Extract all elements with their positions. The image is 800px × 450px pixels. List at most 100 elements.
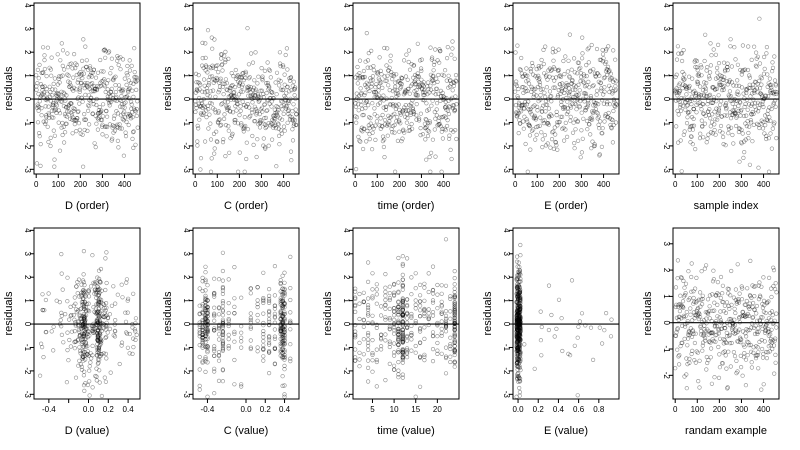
data-point bbox=[223, 154, 228, 159]
data-point bbox=[280, 335, 285, 340]
data-point bbox=[546, 283, 552, 288]
data-point bbox=[50, 87, 55, 92]
data-point bbox=[452, 326, 457, 332]
data-point bbox=[229, 92, 234, 97]
data-point bbox=[554, 143, 559, 148]
y-tick-label: -3 bbox=[502, 166, 511, 174]
data-point bbox=[217, 117, 222, 122]
data-point bbox=[80, 351, 86, 356]
data-point bbox=[765, 111, 770, 117]
data-point bbox=[200, 105, 205, 110]
data-point bbox=[429, 57, 434, 62]
data-point bbox=[43, 104, 48, 109]
data-point bbox=[205, 298, 210, 303]
data-point bbox=[255, 285, 260, 290]
data-point bbox=[721, 142, 726, 147]
data-point bbox=[608, 76, 613, 81]
data-point bbox=[700, 101, 705, 107]
data-point bbox=[737, 291, 742, 296]
data-point bbox=[735, 89, 740, 94]
data-point bbox=[278, 313, 283, 318]
data-point bbox=[132, 108, 138, 113]
data-point bbox=[129, 110, 135, 115]
data-point bbox=[382, 45, 387, 51]
data-point bbox=[89, 356, 94, 361]
data-point bbox=[418, 126, 423, 131]
data-point bbox=[426, 315, 431, 320]
data-point bbox=[367, 126, 372, 131]
data-point bbox=[76, 71, 82, 76]
data-point bbox=[429, 103, 434, 108]
data-point bbox=[232, 331, 237, 336]
data-point bbox=[39, 345, 45, 350]
data-point bbox=[250, 60, 256, 65]
data-point bbox=[516, 358, 521, 363]
data-point bbox=[100, 122, 105, 127]
data-point bbox=[66, 79, 71, 84]
data-point bbox=[282, 334, 287, 339]
data-point bbox=[564, 134, 570, 139]
data-point bbox=[280, 341, 285, 346]
data-point bbox=[708, 124, 713, 129]
data-point bbox=[259, 105, 265, 110]
data-point bbox=[95, 337, 100, 343]
data-point bbox=[399, 81, 404, 87]
data-point bbox=[282, 280, 287, 285]
data-point bbox=[197, 312, 202, 317]
data-point bbox=[703, 86, 708, 91]
data-point bbox=[131, 130, 136, 135]
data-point bbox=[400, 337, 405, 342]
data-point bbox=[92, 330, 97, 335]
data-point bbox=[248, 317, 253, 323]
data-point bbox=[127, 331, 132, 337]
data-point bbox=[443, 313, 449, 319]
data-point bbox=[396, 102, 401, 107]
data-point bbox=[270, 122, 275, 127]
data-point bbox=[520, 74, 526, 79]
data-point bbox=[594, 92, 599, 97]
data-point bbox=[245, 127, 251, 132]
data-point bbox=[414, 113, 419, 118]
data-point bbox=[267, 84, 272, 89]
data-point bbox=[257, 120, 262, 125]
data-point bbox=[602, 85, 607, 90]
data-point bbox=[567, 89, 573, 95]
data-point bbox=[394, 94, 399, 99]
x-tick-label: 200 bbox=[74, 180, 88, 189]
data-point bbox=[84, 326, 89, 331]
data-point bbox=[699, 118, 704, 123]
data-point bbox=[135, 125, 140, 130]
data-point bbox=[758, 74, 763, 79]
data-point bbox=[248, 84, 253, 90]
data-point bbox=[520, 103, 525, 108]
x-tick-label: 0 bbox=[513, 180, 518, 189]
data-point bbox=[409, 314, 414, 319]
data-point bbox=[444, 96, 449, 101]
y-tick-label: 4 bbox=[342, 228, 351, 233]
data-point bbox=[264, 108, 269, 113]
data-point bbox=[220, 68, 225, 73]
data-point bbox=[272, 311, 278, 317]
data-point bbox=[236, 83, 242, 88]
data-point bbox=[231, 90, 236, 95]
data-point bbox=[280, 343, 285, 348]
data-point bbox=[282, 316, 287, 321]
data-point bbox=[400, 337, 405, 342]
data-point bbox=[727, 94, 732, 99]
data-point bbox=[111, 116, 117, 121]
data-point bbox=[92, 309, 97, 315]
plot-frame bbox=[352, 227, 460, 400]
data-point bbox=[228, 109, 233, 114]
data-point bbox=[516, 325, 522, 330]
data-point bbox=[515, 95, 521, 101]
data-point bbox=[79, 290, 84, 295]
data-point bbox=[203, 68, 208, 73]
data-point bbox=[83, 313, 89, 318]
data-point bbox=[539, 353, 544, 358]
data-point bbox=[96, 347, 102, 353]
data-point bbox=[74, 116, 80, 121]
data-point bbox=[282, 392, 287, 397]
data-point bbox=[201, 112, 206, 117]
data-point bbox=[83, 381, 88, 386]
data-point bbox=[102, 47, 107, 52]
